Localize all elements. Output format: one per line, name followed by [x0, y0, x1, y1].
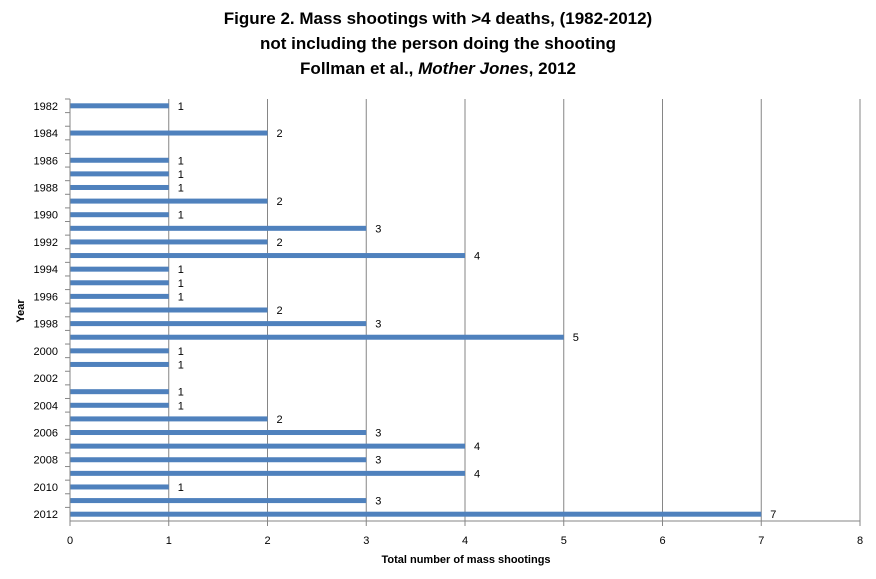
x-tick-label-8: 8 — [857, 535, 863, 547]
bar-2000 — [70, 348, 169, 354]
bar-2001 — [70, 361, 169, 367]
bar-2004 — [70, 402, 169, 408]
data-label-1996: 1 — [178, 291, 184, 303]
bar-2005 — [70, 416, 268, 422]
data-label-1992: 2 — [277, 237, 283, 249]
y-tick-label-2000: 2000 — [34, 346, 58, 358]
bar-2010 — [70, 484, 169, 490]
chart-title-journal: Mother Jones — [418, 59, 529, 78]
x-tick-label-5: 5 — [561, 535, 567, 547]
y-tick-label-1992: 1992 — [34, 237, 58, 249]
y-tick-label-2012: 2012 — [34, 509, 58, 521]
data-label-2004: 1 — [178, 400, 184, 412]
data-label-2011: 3 — [375, 496, 381, 508]
data-label-1993: 4 — [474, 251, 480, 263]
y-tick-label-2004: 2004 — [34, 400, 58, 412]
bar-1989 — [70, 198, 268, 204]
bar-2008 — [70, 457, 367, 463]
y-tick-label-1982: 1982 — [34, 101, 58, 113]
data-label-1982: 1 — [178, 101, 184, 113]
bar-1998 — [70, 321, 367, 327]
y-tick-label-1984: 1984 — [34, 128, 58, 140]
bar-2003 — [70, 389, 169, 395]
bar-2007 — [70, 443, 465, 449]
bar-1996 — [70, 293, 169, 299]
data-label-1987: 1 — [178, 169, 184, 181]
data-label-1994: 1 — [178, 264, 184, 276]
data-label-2008: 3 — [375, 455, 381, 467]
data-label-1999: 5 — [573, 332, 579, 344]
bar-1992 — [70, 239, 268, 245]
x-tick-label-0: 0 — [67, 535, 73, 547]
y-tick-label-2006: 2006 — [34, 428, 58, 440]
data-label-1989: 2 — [277, 196, 283, 208]
bar-1993 — [70, 253, 465, 259]
data-label-1988: 1 — [178, 182, 184, 194]
bar-1982 — [70, 103, 169, 109]
data-label-1986: 1 — [178, 155, 184, 167]
data-label-1997: 2 — [277, 305, 283, 317]
chart-title-line-2: not including the person doing the shoot… — [259, 34, 616, 53]
axes: 0 1 2 3 4 5 6 7 8 1982 1984 1986 1988 1990 1992 1994 199… — [34, 98, 863, 547]
data-label-2000: 1 — [178, 346, 184, 358]
y-tick-label-1994: 1994 — [34, 264, 58, 276]
chart-title-year: , 2012 — [528, 59, 576, 78]
data-label-2003: 1 — [178, 387, 184, 399]
bar-2011 — [70, 498, 367, 504]
bar-1999 — [70, 334, 564, 340]
data-label-1991: 3 — [375, 223, 381, 235]
x-tick-label-4: 4 — [462, 535, 468, 547]
data-label-2001: 1 — [178, 359, 184, 371]
chart-title-citation: Follman et al., — [300, 59, 419, 78]
x-tick-label-2: 2 — [264, 535, 270, 547]
data-label-1990: 1 — [178, 210, 184, 222]
bar-1997 — [70, 307, 268, 313]
y-axis-label: Year — [15, 299, 27, 323]
data-label-2012: 7 — [770, 509, 776, 521]
x-tick-label-1: 1 — [166, 535, 172, 547]
bar-1988 — [70, 184, 169, 190]
bar-2009 — [70, 470, 465, 476]
bar-2012 — [70, 511, 762, 517]
data-label-2010: 1 — [178, 482, 184, 494]
x-axis-label: Total number of mass shootings — [381, 554, 550, 566]
bar-1994 — [70, 266, 169, 272]
chart-title: Figure 2. Mass shootings with >4 deaths,… — [0, 6, 876, 81]
x-tick-label-6: 6 — [659, 535, 665, 547]
bar-1986 — [70, 157, 169, 163]
y-tick-label-2010: 2010 — [34, 482, 58, 494]
y-tick-label-1988: 1988 — [34, 182, 58, 194]
y-tick-label-1990: 1990 — [34, 210, 58, 222]
bar-1990 — [70, 212, 169, 218]
data-label-2007: 4 — [474, 441, 480, 453]
chart-title-line-3: Follman et al., Mother Jones, 2012 — [0, 56, 876, 81]
bar-1991 — [70, 225, 367, 231]
y-tick-label-2002: 2002 — [34, 373, 58, 385]
bar-1987 — [70, 171, 169, 177]
data-label-2006: 3 — [375, 428, 381, 440]
y-tick-label-2008: 2008 — [34, 455, 58, 467]
y-tick-label-1996: 1996 — [34, 291, 58, 303]
chart-title-line-1: Figure 2. Mass shootings with >4 deaths,… — [223, 9, 653, 28]
x-tick-label-3: 3 — [363, 535, 369, 547]
data-label-1995: 1 — [178, 278, 184, 290]
y-tick-label-1998: 1998 — [34, 319, 58, 331]
y-tick-label-1986: 1986 — [34, 155, 58, 167]
data-label-2009: 4 — [474, 468, 480, 480]
bar-2006 — [70, 430, 367, 436]
data-label-1998: 3 — [375, 319, 381, 331]
bar-1984 — [70, 130, 268, 136]
data-label-1984: 2 — [277, 128, 283, 140]
x-tick-label-7: 7 — [758, 535, 764, 547]
bar-1995 — [70, 280, 169, 286]
data-label-2005: 2 — [277, 414, 283, 426]
